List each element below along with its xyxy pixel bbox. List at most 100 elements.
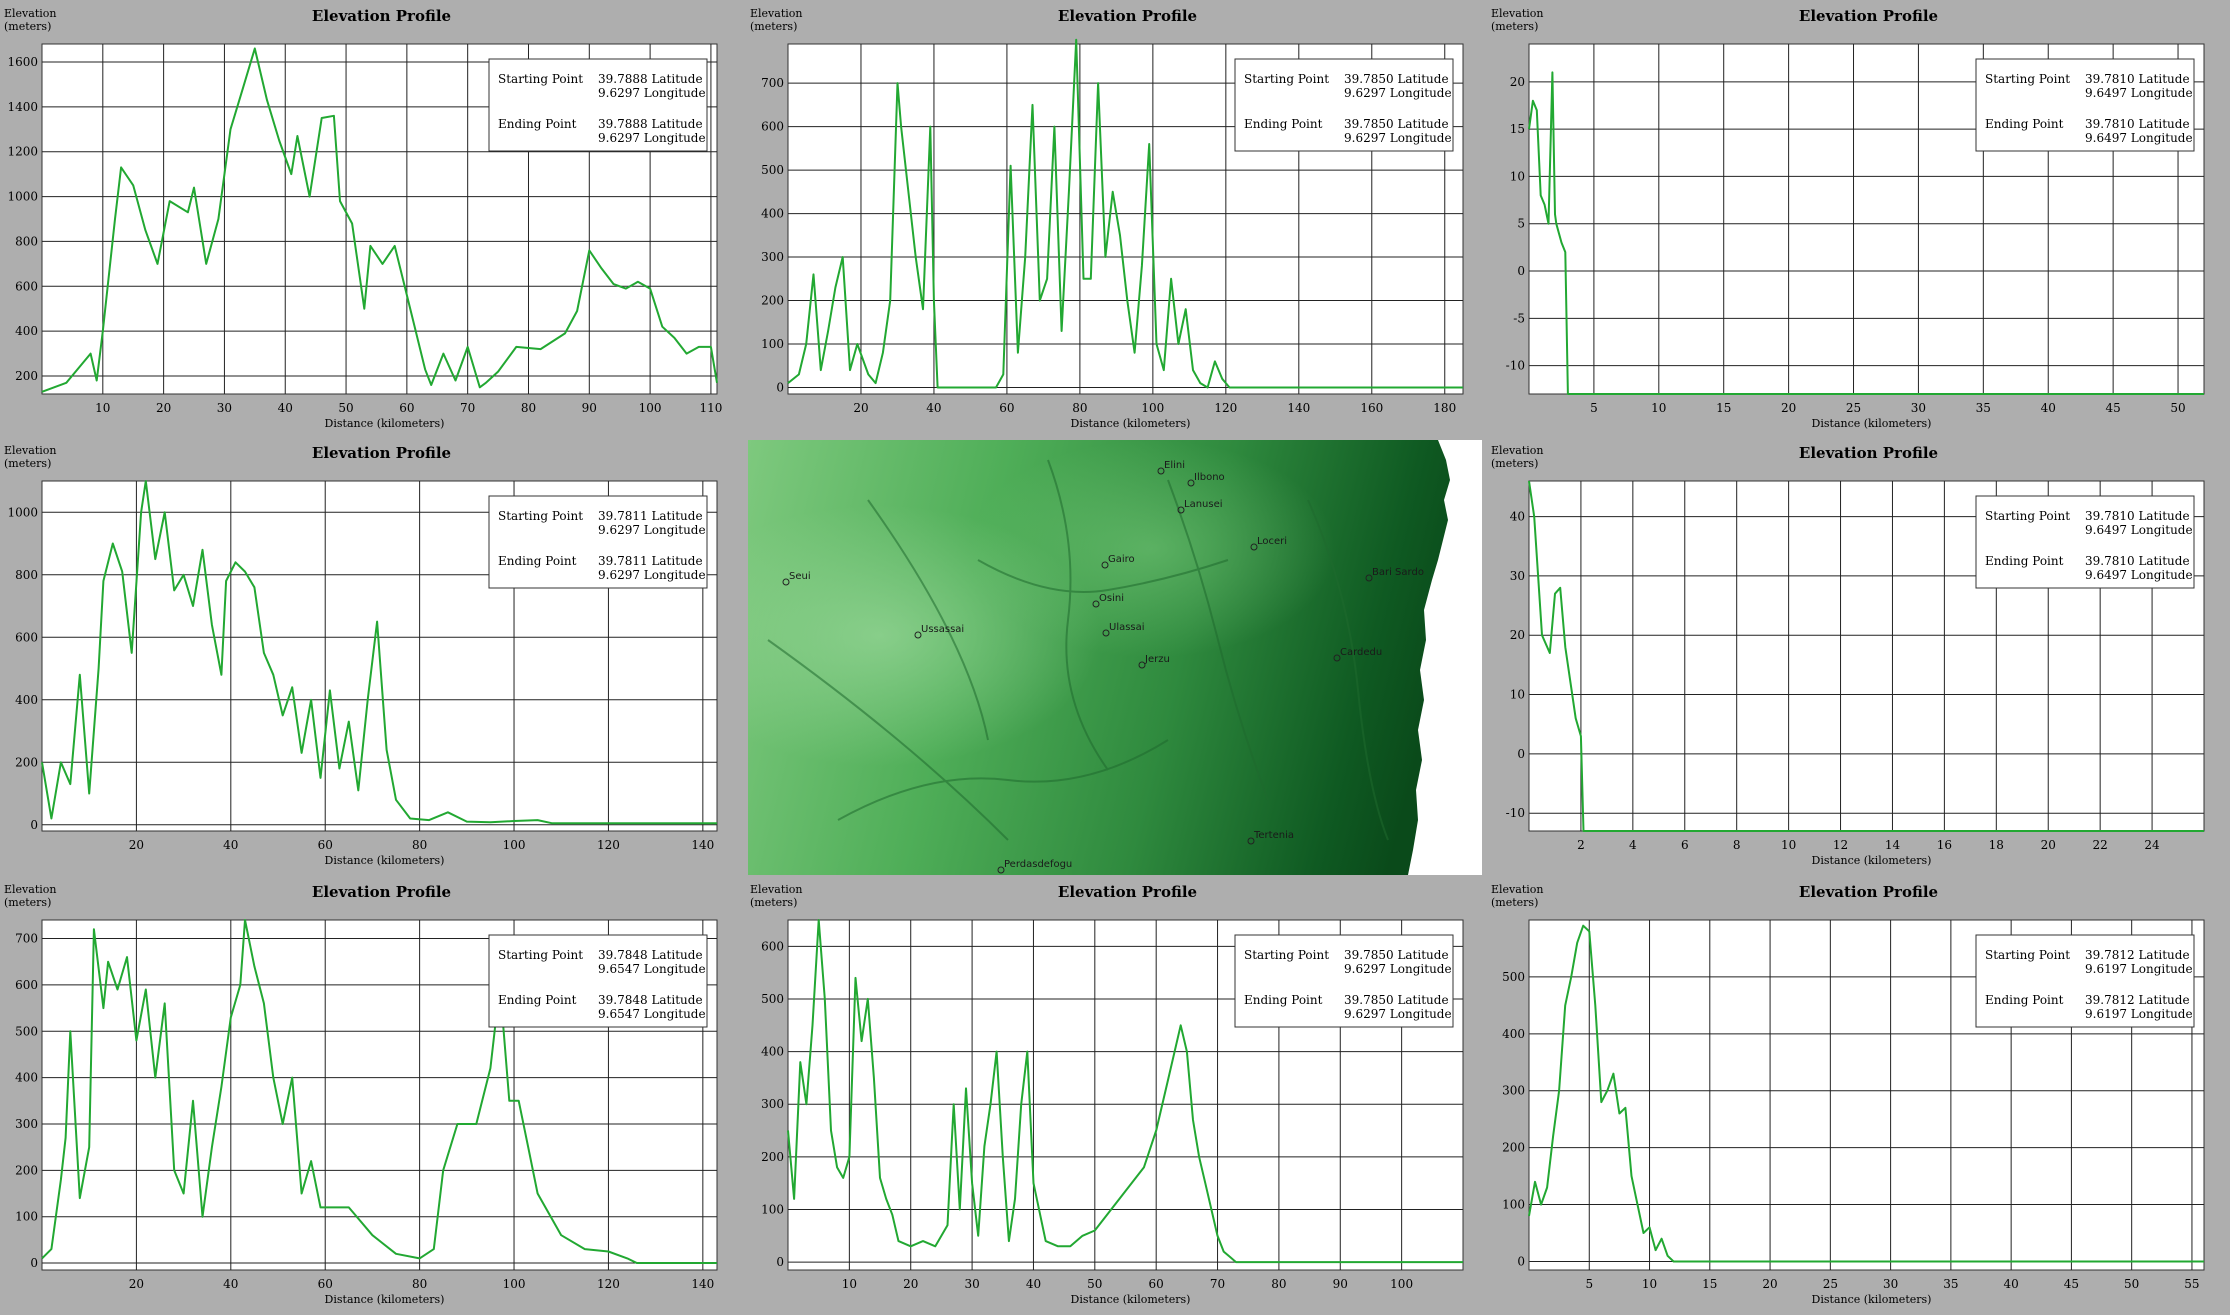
chart-title: Elevation Profile [1799,7,1938,25]
y-tick-label: 200 [15,755,38,769]
x-tick-label: 100 [503,1277,526,1291]
y-tick-label: -10 [1506,359,1525,373]
chart-title: Elevation Profile [312,444,451,462]
x-tick-label: 80 [521,401,536,415]
legend-start-lon-value: 9.6197 Longitude [2085,962,2193,976]
legend-end-value: 39.7812 Latitude [2085,993,2190,1007]
y-tick-label: 200 [761,294,784,308]
elevation-chart-2[interactable]: Elevation Profile Elevation (meters) 20 40 60… [746,0,1489,437]
legend-end-value: 39.7850 Latitude [1344,117,1449,131]
chart-svg: Elevation Profile Elevation (meters) 10 20 30… [746,876,1489,1313]
legend-start-label: Starting Point [1985,509,2070,523]
x-tick-label: 20 [1762,1277,1777,1291]
legend-start-value: 39.7850 Latitude [1344,948,1449,962]
elevation-chart-8[interactable]: Elevation Profile Elevation (meters) 5 10 15 2… [1487,876,2230,1313]
y-axis-label: Elevation (meters) [1491,883,1543,909]
chart-title: Elevation Profile [312,7,451,25]
town-osini: Osini [1092,593,1124,608]
terrain-map[interactable]: Elini Ilbono Lanusei Loceri Gairo Bari S… [748,440,1482,875]
chart-svg: Elevation Profile Elevation (meters) 5 10 15 2… [1487,876,2230,1313]
chart-svg: Elevation Profile Elevation (meters) 20 40 60… [0,437,743,874]
x-tick-label: 90 [582,401,597,415]
x-tick-label: 20 [903,1277,918,1291]
chart-svg: Elevation Profile Elevation (meters) 20 40 60… [746,0,1489,437]
y-tick-label: 0 [30,1256,38,1270]
y-axis-label: Elevation (meters) [4,883,56,909]
chart-title: Elevation Profile [1058,883,1197,901]
town-lanusei: Lanusei [1177,499,1223,514]
elevation-chart-7[interactable]: Elevation Profile Elevation (meters) 10 20 30… [746,876,1489,1313]
y-tick-label: 600 [761,120,784,134]
x-tick-label: 180 [1433,401,1456,415]
town-label-lanusei: Lanusei [1184,499,1223,510]
legend-end-value: 39.7810 Latitude [2085,117,2190,131]
chart-title: Elevation Profile [1799,444,1938,462]
x-tick-label: 15 [1716,401,1731,415]
town-label-bari-sardo: Bari Sardo [1372,567,1424,578]
x-tick-label: 12 [1833,838,1848,852]
x-axis-label: Distance (kilometers) [1071,1293,1191,1306]
elevation-line [1528,71,2204,395]
legend-start-label: Starting Point [498,509,583,523]
legend-start-value: 39.7810 Latitude [2085,72,2190,86]
x-tick-label: 22 [2093,838,2108,852]
y-tick-label: 300 [1502,1084,1525,1098]
y-tick-label: 0 [776,1255,784,1269]
y-tick-label: 0 [1517,264,1525,278]
elevation-line [41,919,717,1264]
x-tick-label: 10 [1781,838,1796,852]
x-tick-label: 40 [223,1277,238,1291]
legend-end-label: Ending Point [1985,117,2064,131]
x-tick-label: 60 [399,401,414,415]
elevation-chart-6[interactable]: Elevation Profile Elevation (meters) 20 40 60… [0,876,743,1313]
legend-end-label: Ending Point [1985,554,2064,568]
x-tick-label: 20 [853,401,868,415]
legend-start-value: 39.7888 Latitude [598,72,703,86]
town-ussassai: Ussassai [914,624,964,639]
chart-title: Elevation Profile [1799,883,1938,901]
x-tick-label: 140 [1287,401,1310,415]
legend-box: Starting Point 39.7812 Latitude 9.6197 Lon… [1975,934,2195,1028]
legend-start-label: Starting Point [1244,948,1329,962]
x-tick-label: 24 [2144,838,2160,852]
legend-end-label: Ending Point [498,993,577,1007]
x-tick-label: 20 [1781,401,1796,415]
y-tick-label: 0 [1517,1254,1525,1268]
x-tick-label: 70 [1210,1277,1225,1291]
x-tick-label: 30 [1911,401,1926,415]
x-tick-label: 25 [1823,1277,1838,1291]
x-tick-label: 30 [964,1277,979,1291]
legend-start-lon-value: 9.6297 Longitude [598,86,706,100]
town-label-perdasdefogu: Perdasdefogu [1004,859,1072,870]
y-tick-label: 500 [761,992,784,1006]
legend-end-lon-value: 9.6297 Longitude [598,131,706,145]
x-tick-label: 10 [95,401,110,415]
y-tick-label: 700 [761,76,784,90]
y-tick-label: 600 [15,630,38,644]
x-tick-label: 80 [1271,1277,1286,1291]
legend-start-label: Starting Point [1985,948,2070,962]
x-tick-label: 20 [129,838,144,852]
x-tick-label: 18 [1989,838,2004,852]
elevation-chart-1[interactable]: Elevation Profile Elevation (meters) 10 20 30… [0,0,743,437]
y-tick-label: 1000 [7,505,38,519]
elevation-chart-3[interactable]: Elevation Profile Elevation (meters) 5 10 15 2… [1487,0,2230,437]
town-label-ulassai: Ulassai [1109,622,1145,633]
x-tick-label: 50 [2170,401,2185,415]
x-tick-label: 80 [1072,401,1087,415]
elevation-chart-5[interactable]: Elevation Profile Elevation (meters) 2 4 6 8 10… [1487,437,2230,874]
x-tick-label: 15 [1702,1277,1717,1291]
x-axis-label: Distance (kilometers) [1812,854,1932,867]
elevation-chart-4[interactable]: Elevation Profile Elevation (meters) 20 40 60… [0,437,743,874]
legend-start-value: 39.7848 Latitude [598,948,703,962]
elevation-line [41,480,717,825]
legend-end-label: Ending Point [498,554,577,568]
x-tick-label: 35 [1976,401,1991,415]
town-label-loceri: Loceri [1257,536,1287,547]
y-tick-label: 15 [1510,122,1525,136]
